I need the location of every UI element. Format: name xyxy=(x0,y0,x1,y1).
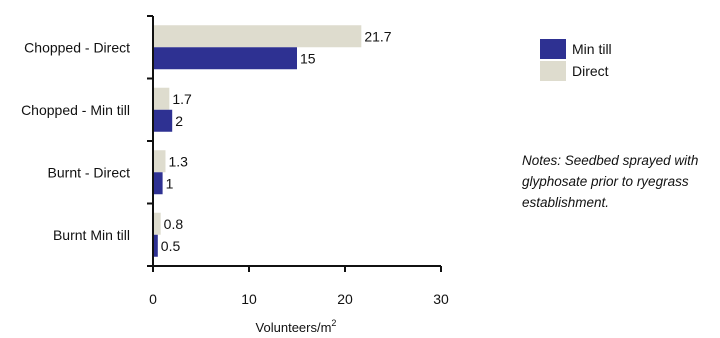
data-label-chopped-direct-min-till: 15 xyxy=(300,50,316,66)
bar-chopped-min-till-min-till xyxy=(153,109,173,132)
legend-label-min-till: Min till xyxy=(572,41,612,57)
data-label-chopped-direct-direct: 21.7 xyxy=(364,28,391,44)
category-label-burnt-min-till: Burnt Min till xyxy=(53,227,130,243)
x-axis-title-superscript: 2 xyxy=(331,318,336,328)
data-label-chopped-min-till-direct: 1.7 xyxy=(172,91,192,107)
x-tick-label-30: 30 xyxy=(433,291,449,307)
category-label-chopped-direct: Chopped - Direct xyxy=(24,39,130,55)
chart-notes: Notes: Seedbed sprayed with glyphosate p… xyxy=(522,153,699,210)
data-label-chopped-min-till-min-till: 2 xyxy=(175,113,183,129)
x-tick-label-0: 0 xyxy=(149,291,157,307)
category-label-chopped-min-till: Chopped - Min till xyxy=(21,102,130,118)
legend-item-direct: Direct xyxy=(540,60,612,82)
data-label-burnt-min-till-direct: 0.8 xyxy=(164,216,184,232)
x-axis-title: Volunteers/m2 xyxy=(256,318,337,335)
data-label-burnt-direct-direct: 1.3 xyxy=(168,153,188,169)
bar-burnt-direct-direct xyxy=(153,150,166,173)
bar-chopped-direct-min-till xyxy=(153,47,297,70)
bar-burnt-min-till-direct xyxy=(153,212,161,235)
category-label-burnt-direct: Burnt - Direct xyxy=(48,164,131,180)
bar-chopped-min-till-direct xyxy=(153,87,170,110)
legend-swatch-min-till xyxy=(540,39,566,59)
axis-ticks-group: 0 10 20 30 xyxy=(147,15,449,307)
bar-burnt-direct-min-till xyxy=(153,172,163,195)
legend-item-min-till: Min till xyxy=(540,38,612,60)
data-label-burnt-direct-min-till: 1 xyxy=(166,175,174,191)
bar-chopped-direct-direct xyxy=(153,25,362,48)
legend-label-direct: Direct xyxy=(572,63,609,79)
legend: Min till Direct xyxy=(540,38,612,82)
legend-swatch-direct xyxy=(540,61,566,81)
x-tick-label-20: 20 xyxy=(337,291,353,307)
x-tick-label-10: 10 xyxy=(241,291,257,307)
x-axis-title-text: Volunteers/m xyxy=(256,320,332,335)
data-label-burnt-min-till-min-till: 0.5 xyxy=(161,238,181,254)
labels-group: 21.7 15 Chopped - Direct 1.7 2 Chopped - Min … xyxy=(21,28,392,254)
bars-group xyxy=(153,25,362,257)
bar-burnt-min-till-min-till xyxy=(153,234,158,257)
